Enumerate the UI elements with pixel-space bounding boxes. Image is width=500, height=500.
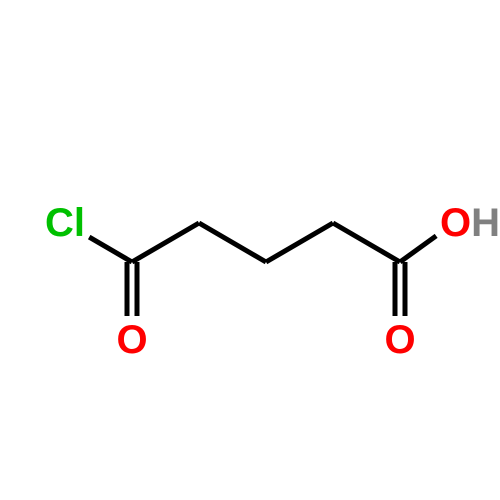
bond xyxy=(89,237,132,262)
bond xyxy=(199,223,266,262)
atom-label-Cl: Cl xyxy=(45,201,85,245)
bond xyxy=(132,223,199,262)
bond xyxy=(400,236,436,262)
bond xyxy=(333,223,400,262)
atom-label-O1: O xyxy=(116,318,147,362)
bond xyxy=(266,223,333,262)
molecule-diagram: Cl O O OH xyxy=(0,0,500,500)
atom-label-OH: OH xyxy=(440,201,500,245)
atom-label-O2: O xyxy=(384,318,415,362)
